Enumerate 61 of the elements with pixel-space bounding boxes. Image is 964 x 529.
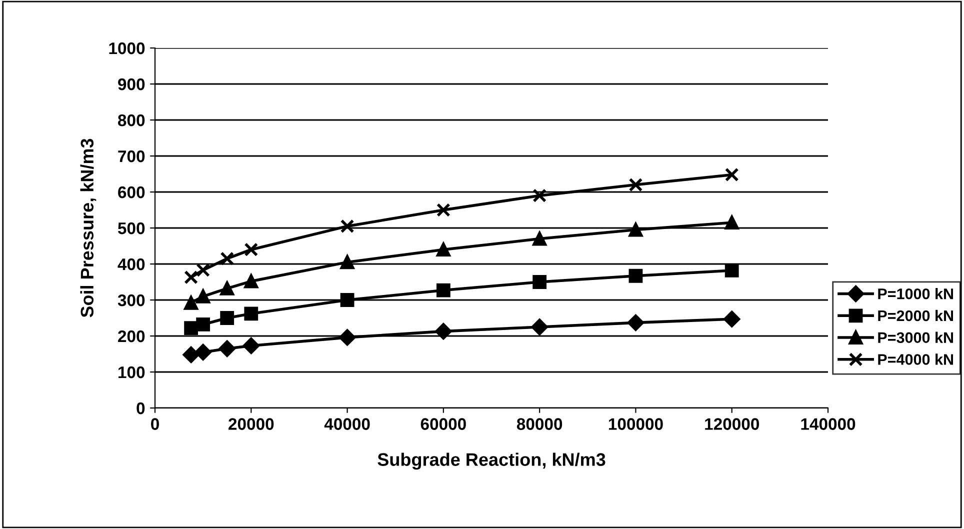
point [436, 203, 450, 217]
legend-label: P=4000 kN [878, 354, 954, 365]
point [244, 306, 258, 321]
x-tick-label: 80000 [516, 418, 562, 430]
point [435, 323, 452, 340]
point [340, 293, 354, 307]
y-tick-label: 200 [118, 330, 145, 342]
point [220, 252, 234, 266]
legend-label: P=2000 kN [878, 310, 954, 322]
point [184, 270, 198, 284]
point [628, 222, 643, 237]
point [220, 282, 234, 296]
point [627, 314, 644, 331]
point [194, 344, 212, 360]
y-tick-label: 800 [118, 114, 145, 126]
point [436, 283, 450, 298]
point [628, 268, 643, 283]
point [220, 311, 234, 325]
y-tick-label: 0 [136, 402, 145, 414]
point [532, 232, 547, 246]
point [182, 346, 200, 363]
point [244, 242, 258, 257]
x-tick-label: 60000 [420, 418, 466, 430]
point [244, 274, 258, 288]
point [724, 264, 739, 278]
point [724, 310, 740, 328]
x-tick-label: 140000 [801, 418, 856, 430]
y-tick-label: 900 [118, 78, 145, 90]
point [340, 219, 354, 234]
point [339, 329, 356, 346]
point [218, 340, 236, 357]
point [724, 216, 739, 230]
point [532, 275, 547, 289]
y-tick-label: 100 [118, 366, 145, 378]
point [724, 168, 739, 182]
x-tick-label: 100000 [608, 418, 663, 430]
x-axis-title: Subgrade Reaction, kN/m3 [378, 452, 606, 470]
point [242, 337, 260, 354]
point [196, 263, 210, 278]
point [628, 178, 643, 192]
x-tick-label: 120000 [705, 418, 759, 430]
point [184, 296, 198, 310]
x-tick-label: 40000 [324, 418, 370, 430]
y-tick-label: 600 [118, 186, 145, 198]
point [184, 321, 198, 336]
y-tick-label: 400 [118, 258, 145, 270]
legend-label: P=1000 kN [878, 288, 954, 300]
legend-label: P=3000 kN [878, 332, 954, 344]
y-tick-label: 300 [118, 294, 145, 306]
y-tick-label: 500 [118, 222, 145, 234]
y-tick-label: 1000 [109, 42, 145, 54]
point [196, 318, 210, 332]
x-tick-label: 0 [151, 418, 159, 430]
y-axis-title: Soil Pressure, kN/m3 [80, 138, 96, 318]
point [436, 242, 450, 257]
point [340, 255, 354, 270]
point [531, 318, 548, 336]
x-tick-label: 20000 [228, 418, 274, 430]
y-tick-label: 700 [118, 150, 145, 162]
point [532, 188, 547, 203]
point [196, 289, 210, 304]
